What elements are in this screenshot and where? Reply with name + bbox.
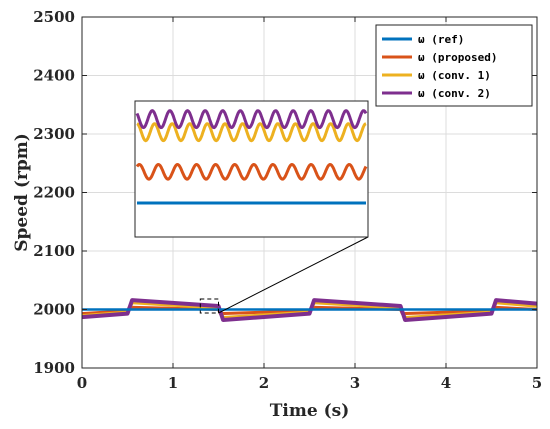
zoom-box xyxy=(199,298,220,314)
x-tick-label: 3 xyxy=(350,374,360,392)
axis-ticks: 0 1 2 3 4 5 1900 2000 2100 2200 2300 2400 2500 xyxy=(33,8,542,392)
x-tick-label: 0 xyxy=(77,374,87,392)
series-lines xyxy=(81,298,538,322)
legend-label: ω (conv. 1) xyxy=(418,69,491,82)
x-tick-label: 5 xyxy=(532,374,542,392)
y-tick-label: 2500 xyxy=(33,8,75,26)
inset-series-line-1 xyxy=(135,163,368,181)
zoom-connector xyxy=(218,236,369,314)
x-tick-label: 2 xyxy=(259,374,269,392)
y-tick-label: 2300 xyxy=(33,125,75,143)
legend-label: ω (proposed) xyxy=(418,51,497,64)
inset-series-line-3 xyxy=(135,109,368,130)
inset-zoom-plot xyxy=(134,100,369,238)
y-tick-label: 2100 xyxy=(33,242,75,260)
series-line-3 xyxy=(81,298,538,322)
y-tick-label: 2200 xyxy=(33,184,75,202)
legend: ω (ref) ω (proposed) ω (conv. 1) ω (conv. 2… xyxy=(375,24,533,107)
x-axis-label: Time (s) xyxy=(270,401,350,421)
x-tick-label: 1 xyxy=(168,374,178,392)
y-tick-label: 1900 xyxy=(33,359,75,377)
zoom-indicator xyxy=(199,236,369,314)
y-tick-label: 2000 xyxy=(33,301,75,319)
y-tick-label: 2400 xyxy=(33,67,75,85)
legend-label: ω (conv. 2) xyxy=(418,87,491,100)
y-axis-label: Speed (rpm) xyxy=(12,133,32,252)
x-tick-label: 4 xyxy=(441,374,451,392)
legend-label: ω (ref) xyxy=(418,33,464,46)
inset-series-line-2 xyxy=(136,122,367,143)
